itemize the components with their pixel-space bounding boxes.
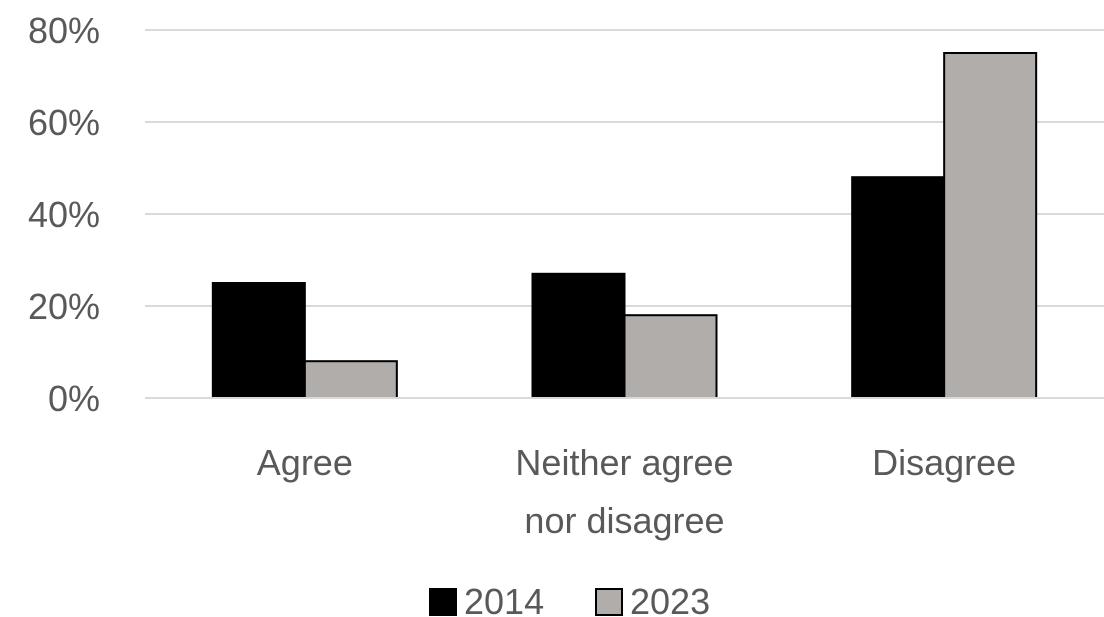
legend-item: 2014	[429, 581, 544, 617]
x-axis-category-labels: Agree Neither agree nor disagree Disagree	[257, 442, 1016, 541]
y-tick-label: 40%	[28, 194, 100, 235]
bar-2014-disagree	[851, 176, 946, 399]
y-tick-label: 0%	[48, 378, 100, 419]
bar-2023-neither-agree-nor-disagree	[623, 314, 718, 400]
y-tick-label: 20%	[28, 286, 100, 327]
legend-label: 2014	[464, 581, 544, 617]
legend: 2014 2023	[429, 581, 710, 617]
category-label-line: Disagree	[872, 442, 1016, 483]
category-label: Agree	[257, 442, 353, 483]
category-label: Disagree	[872, 442, 1016, 483]
legend-item: 2023	[595, 581, 710, 617]
category-label-line: nor disagree	[524, 500, 724, 541]
bar-2023-disagree	[943, 52, 1038, 399]
y-tick-label: 60%	[28, 102, 100, 143]
category-label: Neither agree nor disagree	[515, 442, 733, 541]
category-label-line: Agree	[257, 442, 353, 483]
bar-2014-agree	[211, 282, 306, 399]
bar-2014-neither-agree-nor-disagree	[531, 272, 626, 399]
legend-label: 2023	[630, 581, 710, 617]
bar-2023-agree	[303, 360, 398, 400]
y-axis-tick-labels: 0% 20% 40% 60% 80%	[28, 10, 100, 419]
legend-swatch	[595, 588, 623, 616]
legend-swatch	[429, 588, 457, 616]
bars	[145, 52, 1104, 400]
y-tick-label: 80%	[28, 10, 100, 51]
category-label-line: Neither agree	[515, 442, 733, 483]
